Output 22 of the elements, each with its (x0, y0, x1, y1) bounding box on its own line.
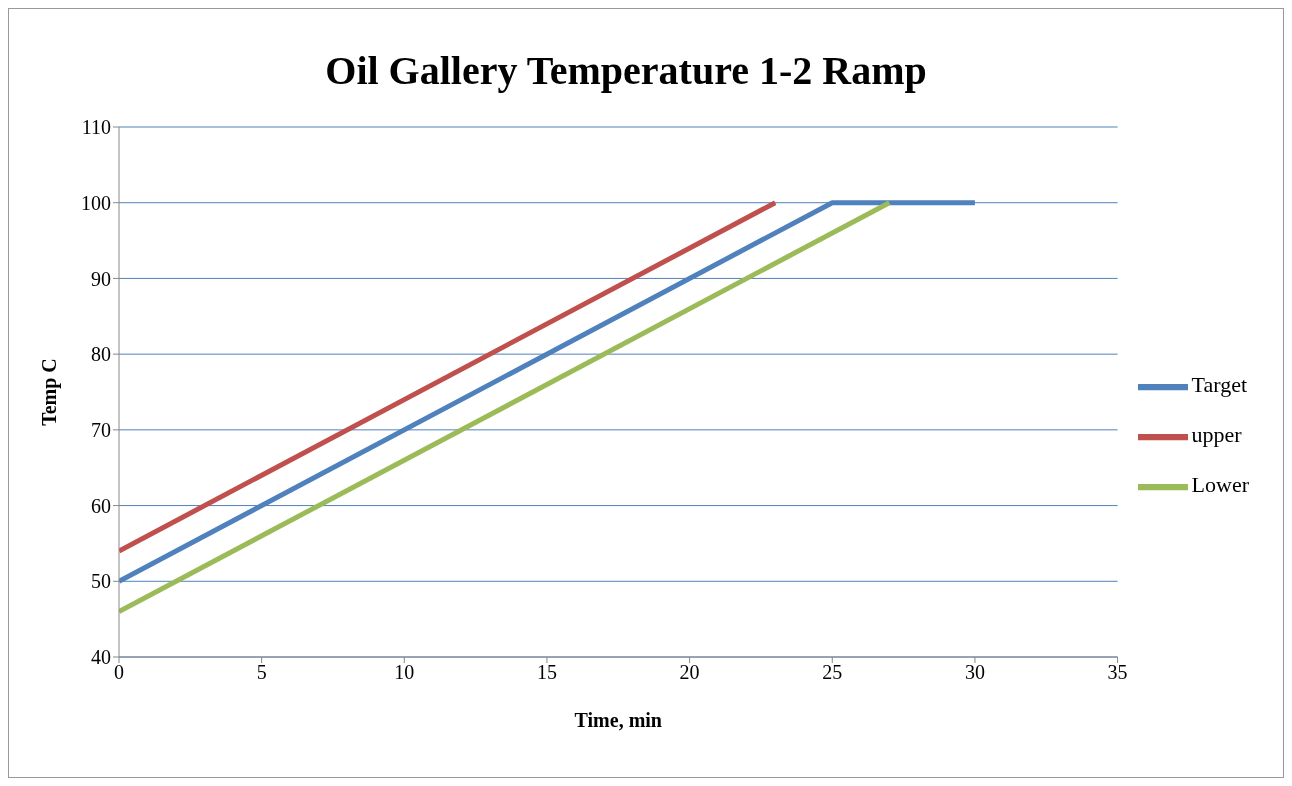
x-tick-label: 35 (1107, 661, 1128, 684)
y-tick-label: 110 (81, 116, 111, 139)
legend-label: Lower (1191, 472, 1249, 498)
y-tick-label: 70 (91, 418, 111, 441)
y-tick-label: 80 (91, 343, 111, 366)
y-tick-label: 50 (91, 570, 111, 593)
x-tick-label: 30 (964, 661, 985, 684)
x-tick-label: 15 (536, 661, 557, 684)
x-tick-label: 0 (114, 661, 124, 684)
x-tick-label: 25 (822, 661, 843, 684)
x-tick-label: 20 (679, 661, 700, 684)
y-tick-label: 100 (81, 191, 111, 214)
chart-title: Oil Gallery Temperature 1-2 Ramp (324, 47, 928, 95)
y-axis-title: Temp C (38, 358, 62, 426)
y-tick-label: 40 (91, 646, 111, 669)
legend-label: Target (1191, 372, 1248, 398)
x-tick-label: 10 (394, 661, 415, 684)
legend-label: upper (1191, 422, 1242, 448)
y-tick-label: 90 (91, 267, 111, 290)
y-tick-label: 60 (91, 494, 111, 517)
x-axis-title: Time, min (574, 709, 662, 731)
x-tick-label: 5 (256, 661, 267, 684)
